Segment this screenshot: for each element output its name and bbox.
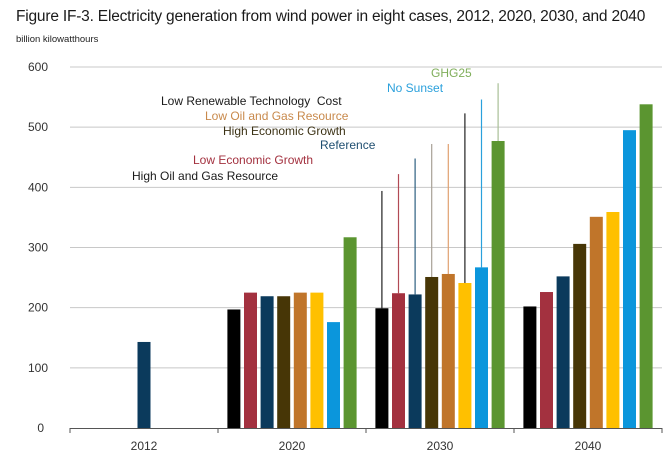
y-axis-unit-label: billion kilowatthours: [16, 34, 99, 45]
x-tick-label: 2030: [427, 439, 454, 453]
series-annotation-label: High Oil and Gas Resource: [132, 169, 278, 183]
bar: [260, 296, 274, 428]
x-axis: [69, 428, 663, 433]
bars: [137, 104, 653, 429]
x-axis-ticks: 2012 2020 2030 2040: [131, 439, 602, 453]
series-annotation-label: Low Renewable Technology Cost: [161, 94, 342, 108]
bar: [475, 267, 488, 428]
series-annotation-label: No Sunset: [387, 81, 444, 95]
bar: [458, 282, 472, 428]
bar: [491, 141, 505, 428]
series-annotation-label: Low Economic Growth: [193, 153, 313, 167]
y-tick-label: 600: [28, 60, 48, 74]
bar: [441, 273, 455, 428]
annotation-labels: High Oil and Gas Resource Low Economic Gr…: [132, 66, 472, 183]
bar: [343, 237, 357, 428]
y-tick-label: 100: [28, 361, 48, 375]
bar: [556, 276, 570, 428]
y-axis-ticks: 0 100 200 300 400 500 600: [28, 60, 48, 435]
bar: [375, 308, 389, 428]
bar: [639, 104, 653, 428]
bar-history-2012: [137, 341, 151, 428]
bar: [540, 292, 553, 428]
bar: [227, 309, 241, 428]
gridlines: [70, 66, 662, 369]
series-annotation-label: GHG25: [431, 66, 472, 80]
series-annotation-label: Reference: [320, 138, 376, 152]
bar: [523, 306, 537, 428]
bar: [310, 292, 324, 428]
annotation-leader-lines: [381, 83, 499, 309]
series-annotation-label: Low Oil and Gas Resource: [205, 109, 349, 123]
bar: [623, 130, 636, 429]
chart-title: Figure IF-3. Electricity generation from…: [16, 8, 646, 25]
bar: [244, 292, 257, 428]
bar: [425, 276, 439, 428]
y-tick-label: 0: [37, 421, 44, 435]
bar: [589, 216, 603, 428]
bar: [293, 292, 307, 428]
bar: [327, 322, 340, 428]
bar: [392, 293, 405, 428]
bar: [408, 294, 422, 428]
y-tick-label: 500: [28, 120, 48, 134]
y-tick-label: 400: [28, 180, 48, 194]
bar: [277, 296, 291, 428]
x-tick-label: 2012: [131, 439, 158, 453]
x-tick-label: 2020: [279, 439, 306, 453]
y-tick-label: 300: [28, 241, 48, 255]
y-tick-label: 200: [28, 301, 48, 315]
series-annotation-label: High Economic Growth: [223, 124, 346, 138]
bar: [606, 212, 620, 428]
x-tick-label: 2040: [575, 439, 602, 453]
bar: [573, 243, 587, 428]
